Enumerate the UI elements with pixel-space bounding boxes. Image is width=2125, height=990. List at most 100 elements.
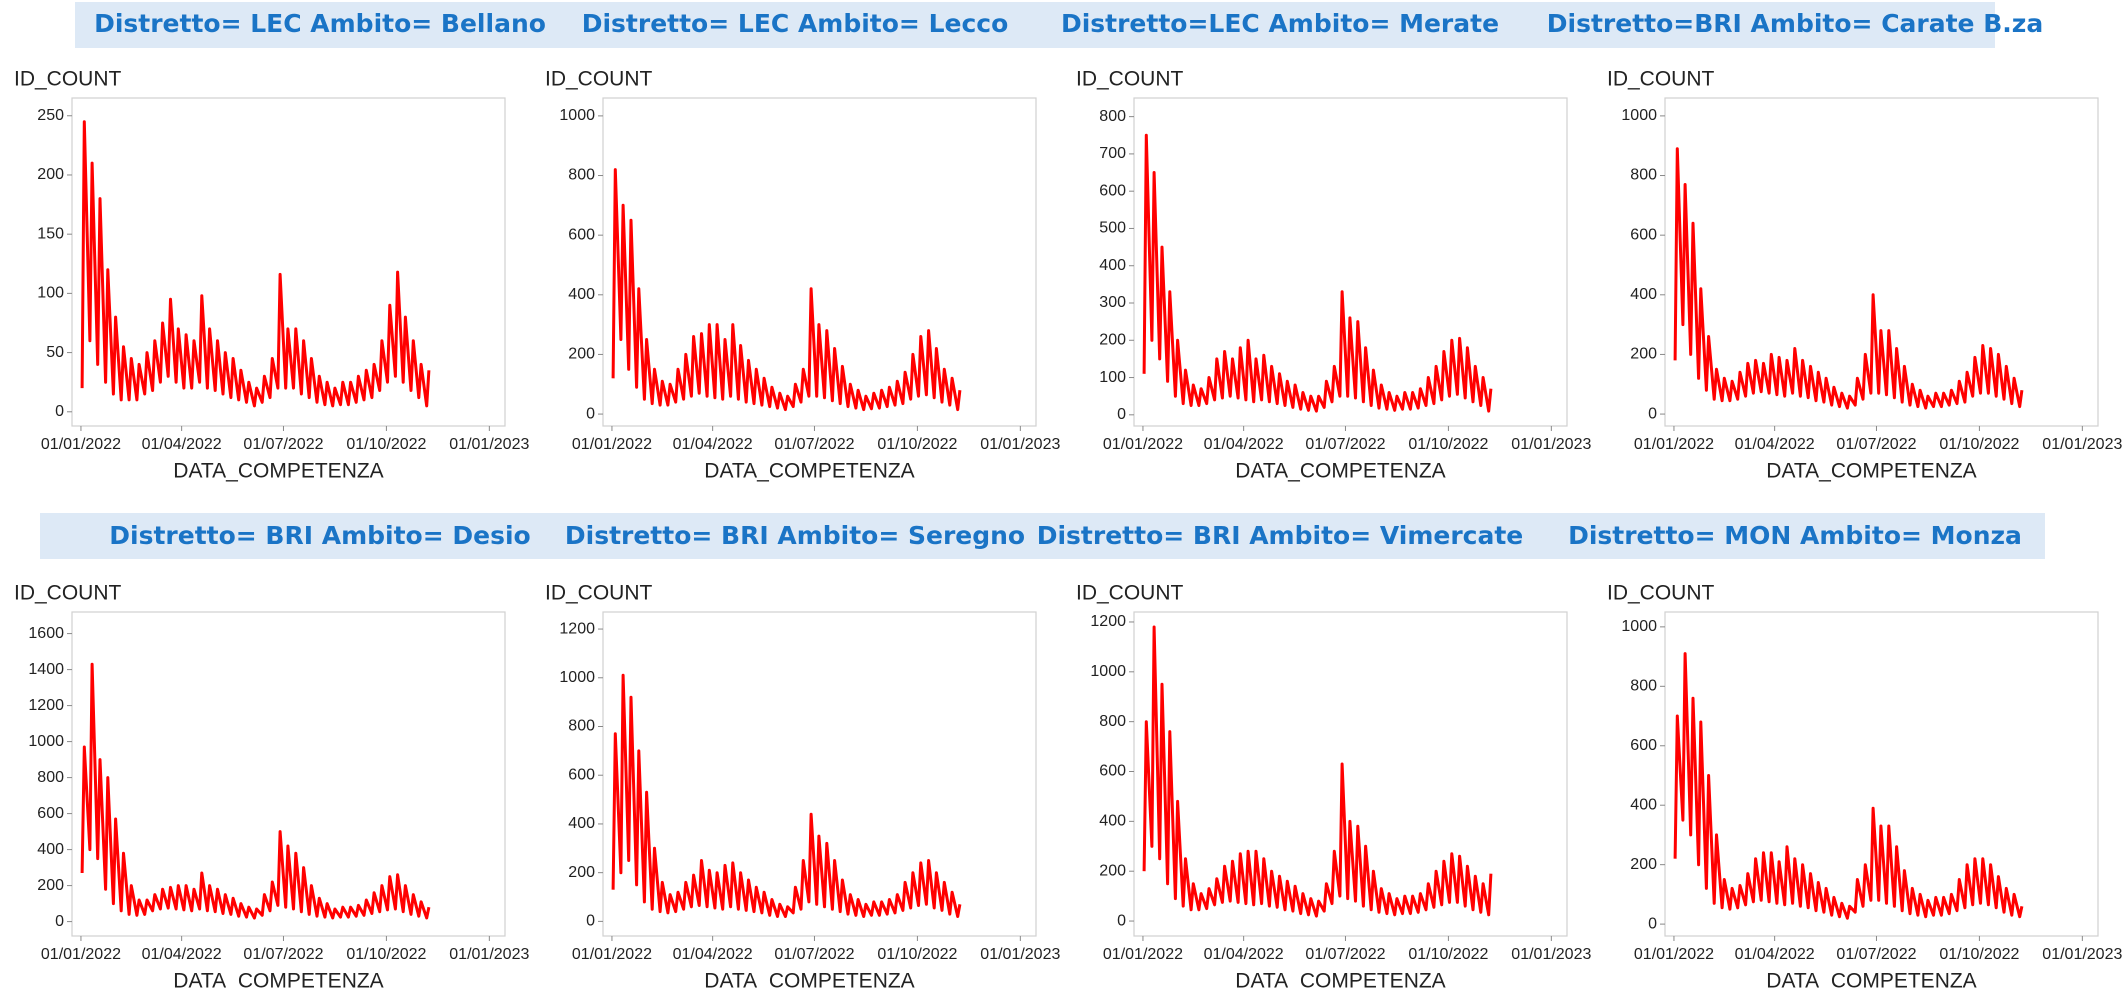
y-tick-label: 0 xyxy=(586,913,595,930)
y-tick-label: 1000 xyxy=(559,669,595,686)
y-tick-label: 50 xyxy=(46,344,64,361)
x-tick-label: 01/04/2022 xyxy=(1204,436,1284,453)
x-axis-label: DATA_COMPETENZA xyxy=(173,970,383,990)
y-tick-label: 0 xyxy=(1648,405,1657,422)
x-tick-label: 01/04/2022 xyxy=(1204,946,1284,963)
x-tick-label: 01/01/2023 xyxy=(980,946,1060,963)
x-axis-label: DATA_COMPETENZA xyxy=(1766,460,1976,483)
x-tick-label: 01/01/2022 xyxy=(1634,946,1714,963)
x-tick-label: 01/07/2022 xyxy=(1836,946,1916,963)
y-tick-label: 1400 xyxy=(28,661,64,678)
x-axis-label: DATA_COMPETENZA xyxy=(704,460,914,483)
x-tick-label: 01/10/2022 xyxy=(877,436,957,453)
x-tick-label: 01/01/2022 xyxy=(572,436,652,453)
y-tick-label: 0 xyxy=(55,913,64,930)
chart-title: Distretto= LEC Ambito= Bellano xyxy=(94,9,546,38)
y-tick-label: 600 xyxy=(1099,763,1126,780)
y-tick-label: 200 xyxy=(1099,331,1126,348)
plot-frame xyxy=(602,611,1037,937)
x-tick-label: 01/04/2022 xyxy=(1735,946,1815,963)
chart-title: Distretto=LEC Ambito= Merate xyxy=(1061,9,1499,38)
x-tick-label: 01/01/2022 xyxy=(41,436,121,453)
plot-frame xyxy=(71,97,506,427)
x-tick-label: 01/04/2022 xyxy=(673,946,753,963)
y-tick-label: 0 xyxy=(1117,912,1126,929)
data-line xyxy=(1142,133,1493,413)
x-tick-label: 01/10/2022 xyxy=(1939,946,2019,963)
y-tick-label: 500 xyxy=(1099,220,1126,237)
y-tick-label: 800 xyxy=(37,769,64,786)
y-tick-label: 800 xyxy=(1099,108,1126,125)
y-tick-label: 100 xyxy=(1099,369,1126,386)
data-line xyxy=(1142,625,1493,918)
y-tick-label: 400 xyxy=(37,841,64,858)
y-tick-label: 250 xyxy=(37,107,64,124)
data-line xyxy=(611,673,962,918)
x-tick-label: 01/07/2022 xyxy=(243,946,323,963)
y-tick-label: 200 xyxy=(1630,856,1657,873)
y-axis-label: ID_COUNT xyxy=(14,68,122,91)
y-axis-label: ID_COUNT xyxy=(545,68,653,91)
y-tick-label: 0 xyxy=(586,405,595,422)
x-tick-label: 01/04/2022 xyxy=(673,436,753,453)
y-tick-label: 0 xyxy=(1117,406,1126,423)
x-tick-label: 01/01/2023 xyxy=(449,436,529,453)
x-tick-label: 01/01/2023 xyxy=(1511,946,1591,963)
y-tick-label: 1200 xyxy=(1090,613,1126,630)
y-tick-label: 400 xyxy=(1630,796,1657,813)
y-tick-label: 1000 xyxy=(559,107,595,124)
data-line xyxy=(611,168,962,412)
x-tick-label: 01/07/2022 xyxy=(774,436,854,453)
y-tick-label: 1000 xyxy=(1621,107,1657,124)
y-tick-label: 800 xyxy=(1630,678,1657,695)
x-tick-label: 01/07/2022 xyxy=(1836,436,1916,453)
x-tick-label: 01/04/2022 xyxy=(1735,436,1815,453)
x-axis-label: DATA_COMPETENZA xyxy=(1766,970,1976,990)
y-tick-label: 400 xyxy=(568,286,595,303)
y-axis-label: ID_COUNT xyxy=(1607,582,1715,605)
y-tick-label: 200 xyxy=(1630,346,1657,363)
y-tick-label: 200 xyxy=(37,166,64,183)
x-tick-label: 01/10/2022 xyxy=(1408,946,1488,963)
y-tick-label: 600 xyxy=(568,766,595,783)
y-tick-label: 1000 xyxy=(28,733,64,750)
x-axis-label: DATA_COMPETENZA xyxy=(704,970,914,990)
x-tick-label: 01/04/2022 xyxy=(142,946,222,963)
x-tick-label: 01/07/2022 xyxy=(1305,436,1385,453)
x-tick-label: 01/01/2022 xyxy=(1103,436,1183,453)
y-tick-label: 1000 xyxy=(1090,663,1126,680)
y-tick-label: 800 xyxy=(1099,713,1126,730)
y-tick-label: 600 xyxy=(1630,737,1657,754)
chart-title: Distretto= LEC Ambito= Lecco xyxy=(582,9,1009,38)
y-tick-label: 300 xyxy=(1099,294,1126,311)
plot-frame xyxy=(1133,97,1568,427)
plot-frame xyxy=(1664,97,2099,427)
y-tick-label: 400 xyxy=(1099,257,1126,274)
y-tick-label: 200 xyxy=(1099,862,1126,879)
x-tick-label: 01/04/2022 xyxy=(142,436,222,453)
y-tick-label: 150 xyxy=(37,225,64,242)
x-tick-label: 01/07/2022 xyxy=(243,436,323,453)
data-line xyxy=(1673,652,2024,920)
plot-frame xyxy=(1664,611,2099,937)
chart-title: Distretto=BRI Ambito= Carate B.za xyxy=(1547,9,2043,38)
x-tick-label: 01/10/2022 xyxy=(346,946,426,963)
x-tick-label: 01/01/2023 xyxy=(980,436,1060,453)
y-tick-label: 200 xyxy=(568,864,595,881)
x-tick-label: 01/01/2023 xyxy=(2042,436,2122,453)
data-line xyxy=(80,662,431,920)
y-tick-label: 0 xyxy=(55,403,64,420)
y-tick-label: 1200 xyxy=(28,697,64,714)
x-tick-label: 01/10/2022 xyxy=(877,946,957,963)
y-tick-label: 600 xyxy=(1630,226,1657,243)
y-axis-label: ID_COUNT xyxy=(1607,68,1715,91)
y-axis-label: ID_COUNT xyxy=(14,582,122,605)
plot-frame xyxy=(1133,611,1568,937)
plot-frame xyxy=(602,97,1037,427)
data-line xyxy=(80,120,431,408)
chart-title: Distretto= BRI Ambito= Vimercate xyxy=(1037,521,1524,550)
x-tick-label: 01/01/2023 xyxy=(449,946,529,963)
y-tick-label: 1000 xyxy=(1621,618,1657,635)
y-tick-label: 800 xyxy=(568,167,595,184)
